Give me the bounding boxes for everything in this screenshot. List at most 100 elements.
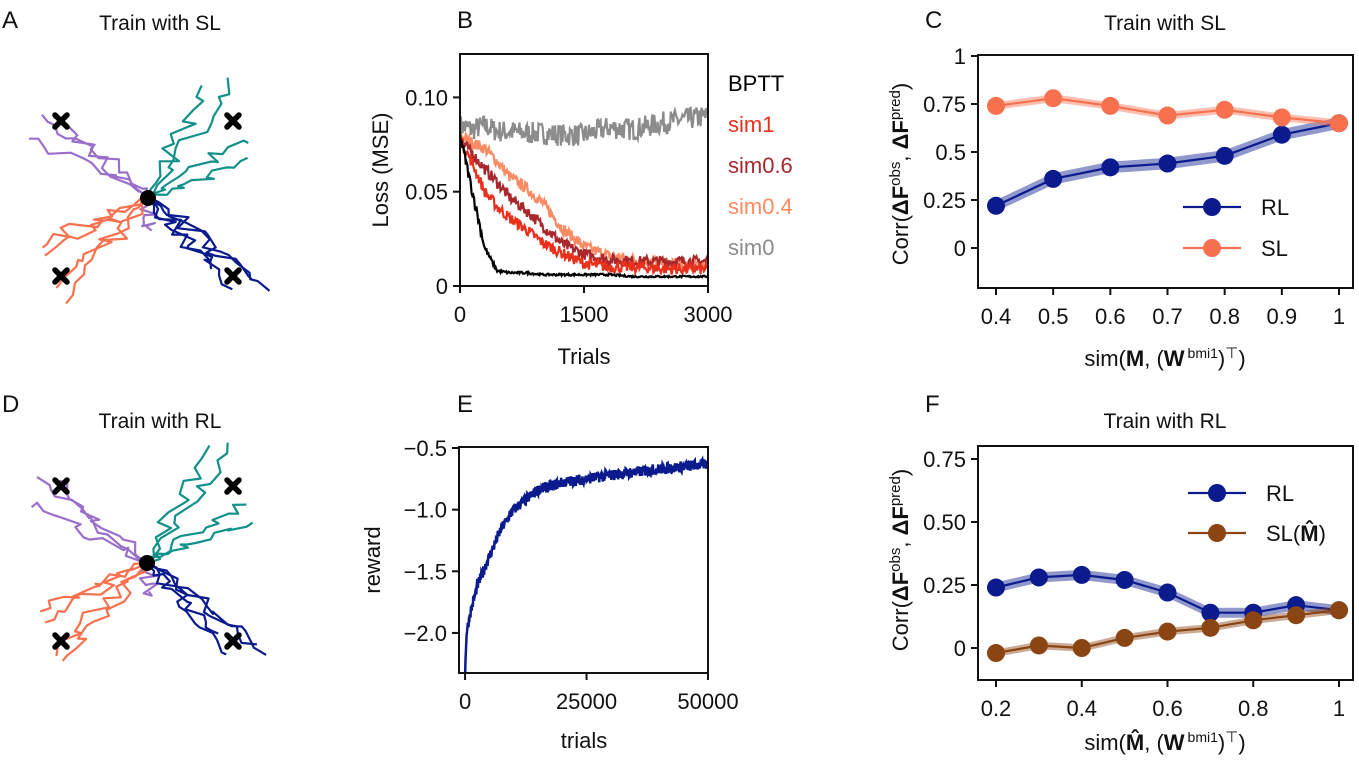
legend-entry-part: ) <box>1319 521 1326 546</box>
trajectory-lower-left <box>55 197 149 289</box>
trajectory-plot-a <box>29 77 271 305</box>
trajectory-lower-left <box>39 562 148 613</box>
c-y-tick-label: 0.75 <box>923 92 966 117</box>
chart-c-corr-sl: 0.4 0.5 0.6 0.7 0.8 0.9 100.250.50.751Corr(ΔFo… <box>887 44 1354 371</box>
data-point-RL <box>1201 603 1220 622</box>
c-y-axis-label-part: pred <box>887 90 904 120</box>
trajectory-upper-right <box>146 445 211 564</box>
data-point-RL <box>1272 125 1291 144</box>
f-x-tick-label: 0.6 <box>1152 696 1183 721</box>
f-x-axis-label: sim(M̂, (W bmi1)⊤) <box>1084 729 1245 756</box>
trajectory-upper-right <box>146 521 254 565</box>
f-x-tick-label: 0.8 <box>1238 696 1269 721</box>
legend-entry-sim1: sim1 <box>728 112 774 137</box>
trajectory-upper-left <box>52 115 150 199</box>
series-line-reward <box>463 455 708 673</box>
trajectory-lower-right <box>147 196 271 292</box>
c-x-tick-label: 0.4 <box>981 304 1012 329</box>
legend-entry-RL: RL <box>1266 481 1294 506</box>
legend-entry-part: SL <box>1261 236 1288 261</box>
e-y-tick-label: −1.0 <box>404 498 447 523</box>
b-x-tick-label: 0 <box>454 302 466 327</box>
c-y-tick-label: 0.25 <box>923 188 966 213</box>
trajectory-upper-left <box>30 501 148 565</box>
legend-entry-SL(M̂): SL(M̂) <box>1266 520 1326 546</box>
c-x-axis-label-part: ) <box>1238 346 1245 371</box>
chart-e-reward: 0 25000 50000 −0.5 −1.0 −1.5 −2.0 reward trials <box>360 436 739 753</box>
target-x-icon <box>52 112 70 130</box>
f-x-axis-label-part: W <box>1164 730 1185 755</box>
panel-letter-f: F <box>925 391 940 418</box>
target-x-icon-stroke <box>52 112 70 130</box>
data-point-SL(M̂) <box>1287 606 1306 625</box>
data-point-SL(M̂) <box>1072 639 1091 657</box>
f-y-axis-label-part: ) <box>888 469 913 476</box>
c-x-axis-label-part: , ( <box>1144 346 1164 371</box>
f-y-tick-label: 0.75 <box>923 447 966 472</box>
trajectory-lower-right <box>147 197 214 270</box>
trajectory-upper-left <box>29 137 149 199</box>
legend-entry-sim0.4: sim0.4 <box>728 194 793 219</box>
data-point-SL <box>1044 89 1063 108</box>
b-x-tick-label: 3000 <box>684 302 733 327</box>
legend-entry-sim0.6: sim0.6 <box>728 153 793 178</box>
c-x-axis-label-part: sim( <box>1084 346 1126 371</box>
f-y-axis-label-part: ΔF <box>888 506 913 535</box>
e-y-tick-label: −1.5 <box>404 559 447 584</box>
target-x-icon-stroke <box>52 267 70 285</box>
panel-letter-a: A <box>2 7 18 34</box>
trajectory-lower-right <box>146 562 219 635</box>
target-x-icon <box>224 267 242 285</box>
e-y-tick-label: −0.5 <box>404 436 447 461</box>
c-x-axis-label-part: bmi1 <box>1188 345 1219 361</box>
c-axes-frame <box>977 54 1354 289</box>
f-y-axis-label-part: pred <box>887 476 904 506</box>
e-y-axis-label: reward <box>360 526 385 593</box>
legend-entry-part: SL( <box>1266 521 1301 546</box>
f-y-tick-label: 0.25 <box>923 573 966 598</box>
legend-entry-sim0: sim0 <box>728 235 774 260</box>
data-point-RL <box>1044 169 1063 188</box>
f-x-axis-label-part: M̂ <box>1126 729 1144 755</box>
data-point-RL <box>1029 568 1048 587</box>
trajectory-upper-right <box>147 139 249 199</box>
series-line-BPTT <box>460 131 708 280</box>
f-x-tick-label: 0.2 <box>981 696 1012 721</box>
data-point-SL(M̂) <box>1330 601 1348 620</box>
c-x-tick-label: 0.5 <box>1038 304 1069 329</box>
trajectory-lower-left <box>44 197 149 257</box>
c-x-tick-label: 1 <box>1333 304 1345 329</box>
f-x-axis-label-part: bmi1 <box>1188 729 1219 745</box>
data-point-RL <box>1215 146 1234 165</box>
f-x-axis-label-part: ⊤ <box>1225 729 1238 746</box>
trajectory-lower-right <box>146 562 258 646</box>
b-x-tick-label: 1500 <box>560 302 609 327</box>
target-x-icon <box>224 112 242 130</box>
trajectory-upper-right <box>146 85 205 199</box>
c-y-tick-label: 1 <box>954 44 966 69</box>
start-point-dot <box>139 555 155 571</box>
data-point-RL <box>987 196 1005 215</box>
data-point-SL(M̂) <box>1115 628 1134 647</box>
f-x-axis-label-part: ) <box>1218 730 1225 755</box>
c-y-axis-label-part: ΔF <box>888 186 913 215</box>
legend-entry-BPTT: BPTT <box>728 71 784 96</box>
f-y-tick-label: 0 <box>954 636 966 661</box>
target-x-icon-stroke <box>52 632 70 650</box>
legend-marker-SL <box>1203 239 1221 257</box>
f-y-axis-label-part: obs <box>887 548 904 572</box>
legend-marker-SL(M̂) <box>1208 524 1226 542</box>
c-x-tick-label: 0.6 <box>1095 304 1126 329</box>
c-x-axis-label-part: M <box>1126 346 1144 371</box>
data-point-SL <box>1101 96 1120 115</box>
f-x-tick-label: 1 <box>1333 696 1345 721</box>
data-point-RL <box>1072 565 1091 584</box>
f-x-axis-label-part: ) <box>1238 730 1245 755</box>
target-x-icon <box>52 267 70 285</box>
f-y-tick-label: 0.50 <box>923 510 966 535</box>
f-y-axis-label-part: ΔF <box>888 572 913 601</box>
data-point-RL <box>987 578 1005 597</box>
c-y-tick-label: 0 <box>954 236 966 261</box>
e-axes-frame <box>458 446 709 674</box>
f-x-axis-label-part: , ( <box>1144 730 1164 755</box>
